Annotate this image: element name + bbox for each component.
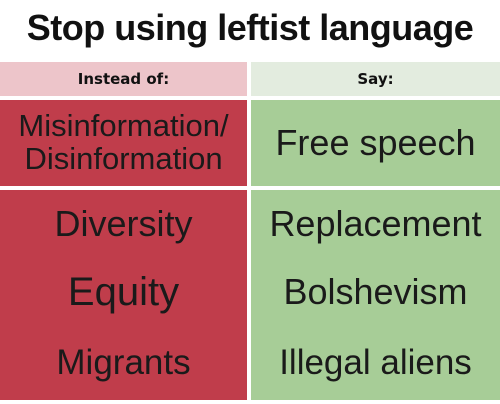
table-row: Diversity Replacement <box>0 190 500 258</box>
table-row: Misinformation/ Disinformation Free spee… <box>0 100 500 186</box>
say-cell: Free speech <box>251 100 500 186</box>
table-row: Equity Bolshevism <box>0 258 500 326</box>
say-header: Say: <box>251 62 500 96</box>
instead-cell: Migrants <box>0 326 247 400</box>
instead-cell: Equity <box>0 258 247 326</box>
instead-of-header: Instead of: <box>0 62 247 96</box>
table-header: Instead of: Say: <box>0 62 500 96</box>
say-cell: Illegal aliens <box>251 326 500 400</box>
say-cell: Replacement <box>251 190 500 258</box>
table-row: Migrants Illegal aliens <box>0 326 500 400</box>
say-cell: Bolshevism <box>251 258 500 326</box>
instead-cell: Diversity <box>0 190 247 258</box>
instead-cell: Misinformation/ Disinformation <box>0 100 247 186</box>
page-title: Stop using leftist language <box>26 7 474 48</box>
